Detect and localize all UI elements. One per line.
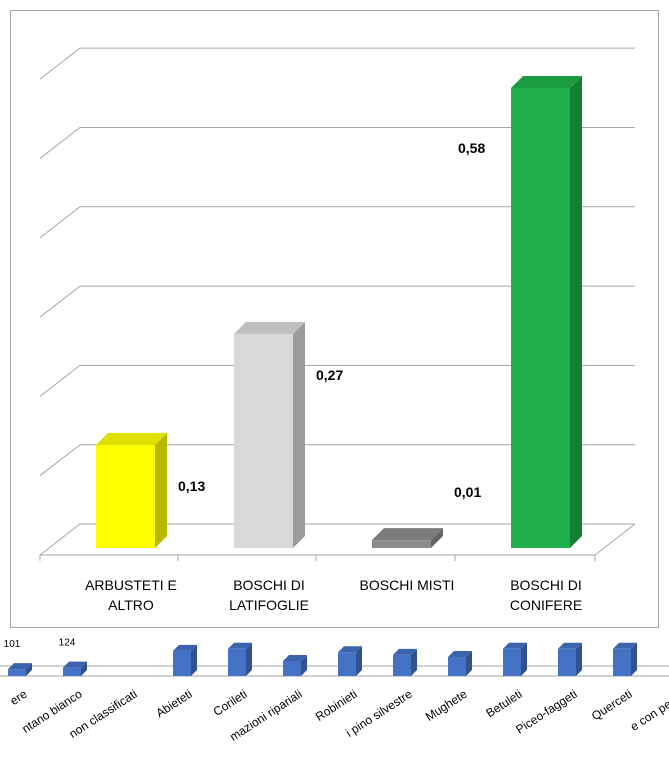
bar: [613, 642, 637, 676]
bar: [234, 321, 305, 548]
x-tick-label: Robinieti: [313, 687, 360, 724]
x-tick-label: BOSCHI DI LATIFOGLIE: [229, 577, 309, 613]
grid-line: [39, 126, 635, 159]
bar: [558, 642, 582, 676]
bar-face: [503, 642, 527, 649]
data-label: 0,27: [316, 367, 343, 383]
grid-line: [39, 285, 635, 318]
bar: [372, 528, 443, 548]
grid-line: [39, 444, 635, 477]
bar-face: [372, 528, 443, 541]
bar-face: [393, 654, 411, 676]
bar-face: [293, 321, 305, 548]
bar-face: [393, 648, 417, 655]
bar: [63, 661, 87, 676]
bar-face: [173, 650, 191, 676]
grid-line: [39, 523, 635, 556]
bar-face: [155, 432, 167, 548]
bar: [393, 648, 417, 676]
x-tick-label: Abieteti: [153, 687, 194, 721]
bar: [96, 432, 167, 548]
bar-face: [431, 528, 443, 548]
bar-face: [558, 648, 576, 676]
bar-face: [570, 76, 582, 548]
bar-face: [173, 644, 197, 651]
bar-face: [521, 642, 527, 676]
x-tick-label: ere: [7, 687, 29, 708]
grid-line: [39, 47, 635, 80]
bar: [511, 76, 582, 548]
data-label: 0,01: [454, 484, 481, 500]
bar-face: [246, 642, 252, 676]
bar: [503, 642, 527, 676]
bar-face: [301, 655, 307, 676]
x-tick-label: Mughete: [423, 687, 470, 724]
x-tick-label: e con pecce: [628, 687, 669, 734]
grid-line: [39, 364, 635, 397]
x-tick-label: Betuleti: [483, 687, 524, 721]
bar-face: [411, 648, 417, 676]
x-tick-label: Querceti: [589, 687, 635, 723]
bar: [448, 650, 472, 676]
bar-face: [338, 652, 356, 676]
bar-face: [8, 663, 32, 670]
bar-face: [228, 648, 246, 676]
bar-face: [448, 650, 472, 657]
data-label: 124: [59, 638, 76, 649]
bar-face: [613, 648, 631, 676]
bar-face: [234, 321, 305, 334]
bar-face: [81, 661, 87, 676]
bar-face: [372, 540, 431, 548]
bar-face: [63, 667, 81, 676]
x-tick-label: Corileti: [211, 687, 250, 719]
bar-face: [576, 642, 582, 676]
bar-face: [511, 88, 570, 548]
grid-line: [39, 206, 635, 239]
x-tick-label: ARBUSTETI E ALTRO: [85, 577, 177, 613]
bar-face: [283, 655, 307, 662]
bar-face: [191, 644, 197, 676]
data-label: 0,13: [178, 478, 205, 494]
data-label: 101: [4, 639, 21, 650]
x-tick-label: Piceo-faggeti: [513, 687, 579, 737]
bar-face: [338, 646, 362, 653]
bar-face: [448, 656, 466, 676]
bar: [283, 655, 307, 676]
data-label: 0,58: [458, 140, 485, 156]
bar-face: [511, 76, 582, 88]
bar-face: [96, 444, 155, 548]
bar-face: [283, 661, 301, 676]
x-tick-label: BOSCHI DI CONIFERE: [509, 577, 583, 613]
bar-face: [234, 333, 293, 548]
bar-face: [63, 661, 87, 668]
bar-face: [466, 650, 472, 676]
bar: [173, 644, 197, 676]
bar-face: [96, 432, 167, 445]
bar: [228, 642, 252, 676]
x-tick-label: BOSCHI MISTI: [359, 577, 455, 593]
bar: [8, 663, 32, 676]
bar-face: [558, 642, 582, 649]
bar-face: [613, 642, 637, 649]
bar-face: [356, 646, 362, 676]
bar: [338, 646, 362, 676]
bar-face: [8, 669, 26, 676]
bar-face: [228, 642, 252, 649]
bar-face: [26, 663, 32, 676]
bar-face: [503, 648, 521, 676]
bar-face: [631, 642, 637, 676]
